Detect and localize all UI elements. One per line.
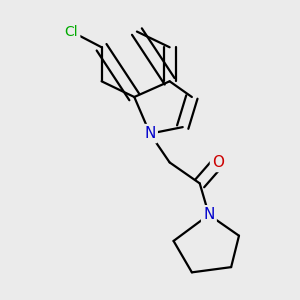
- Text: N: N: [203, 207, 214, 222]
- Text: Cl: Cl: [65, 25, 78, 39]
- Text: N: N: [144, 126, 156, 141]
- Text: O: O: [212, 155, 224, 170]
